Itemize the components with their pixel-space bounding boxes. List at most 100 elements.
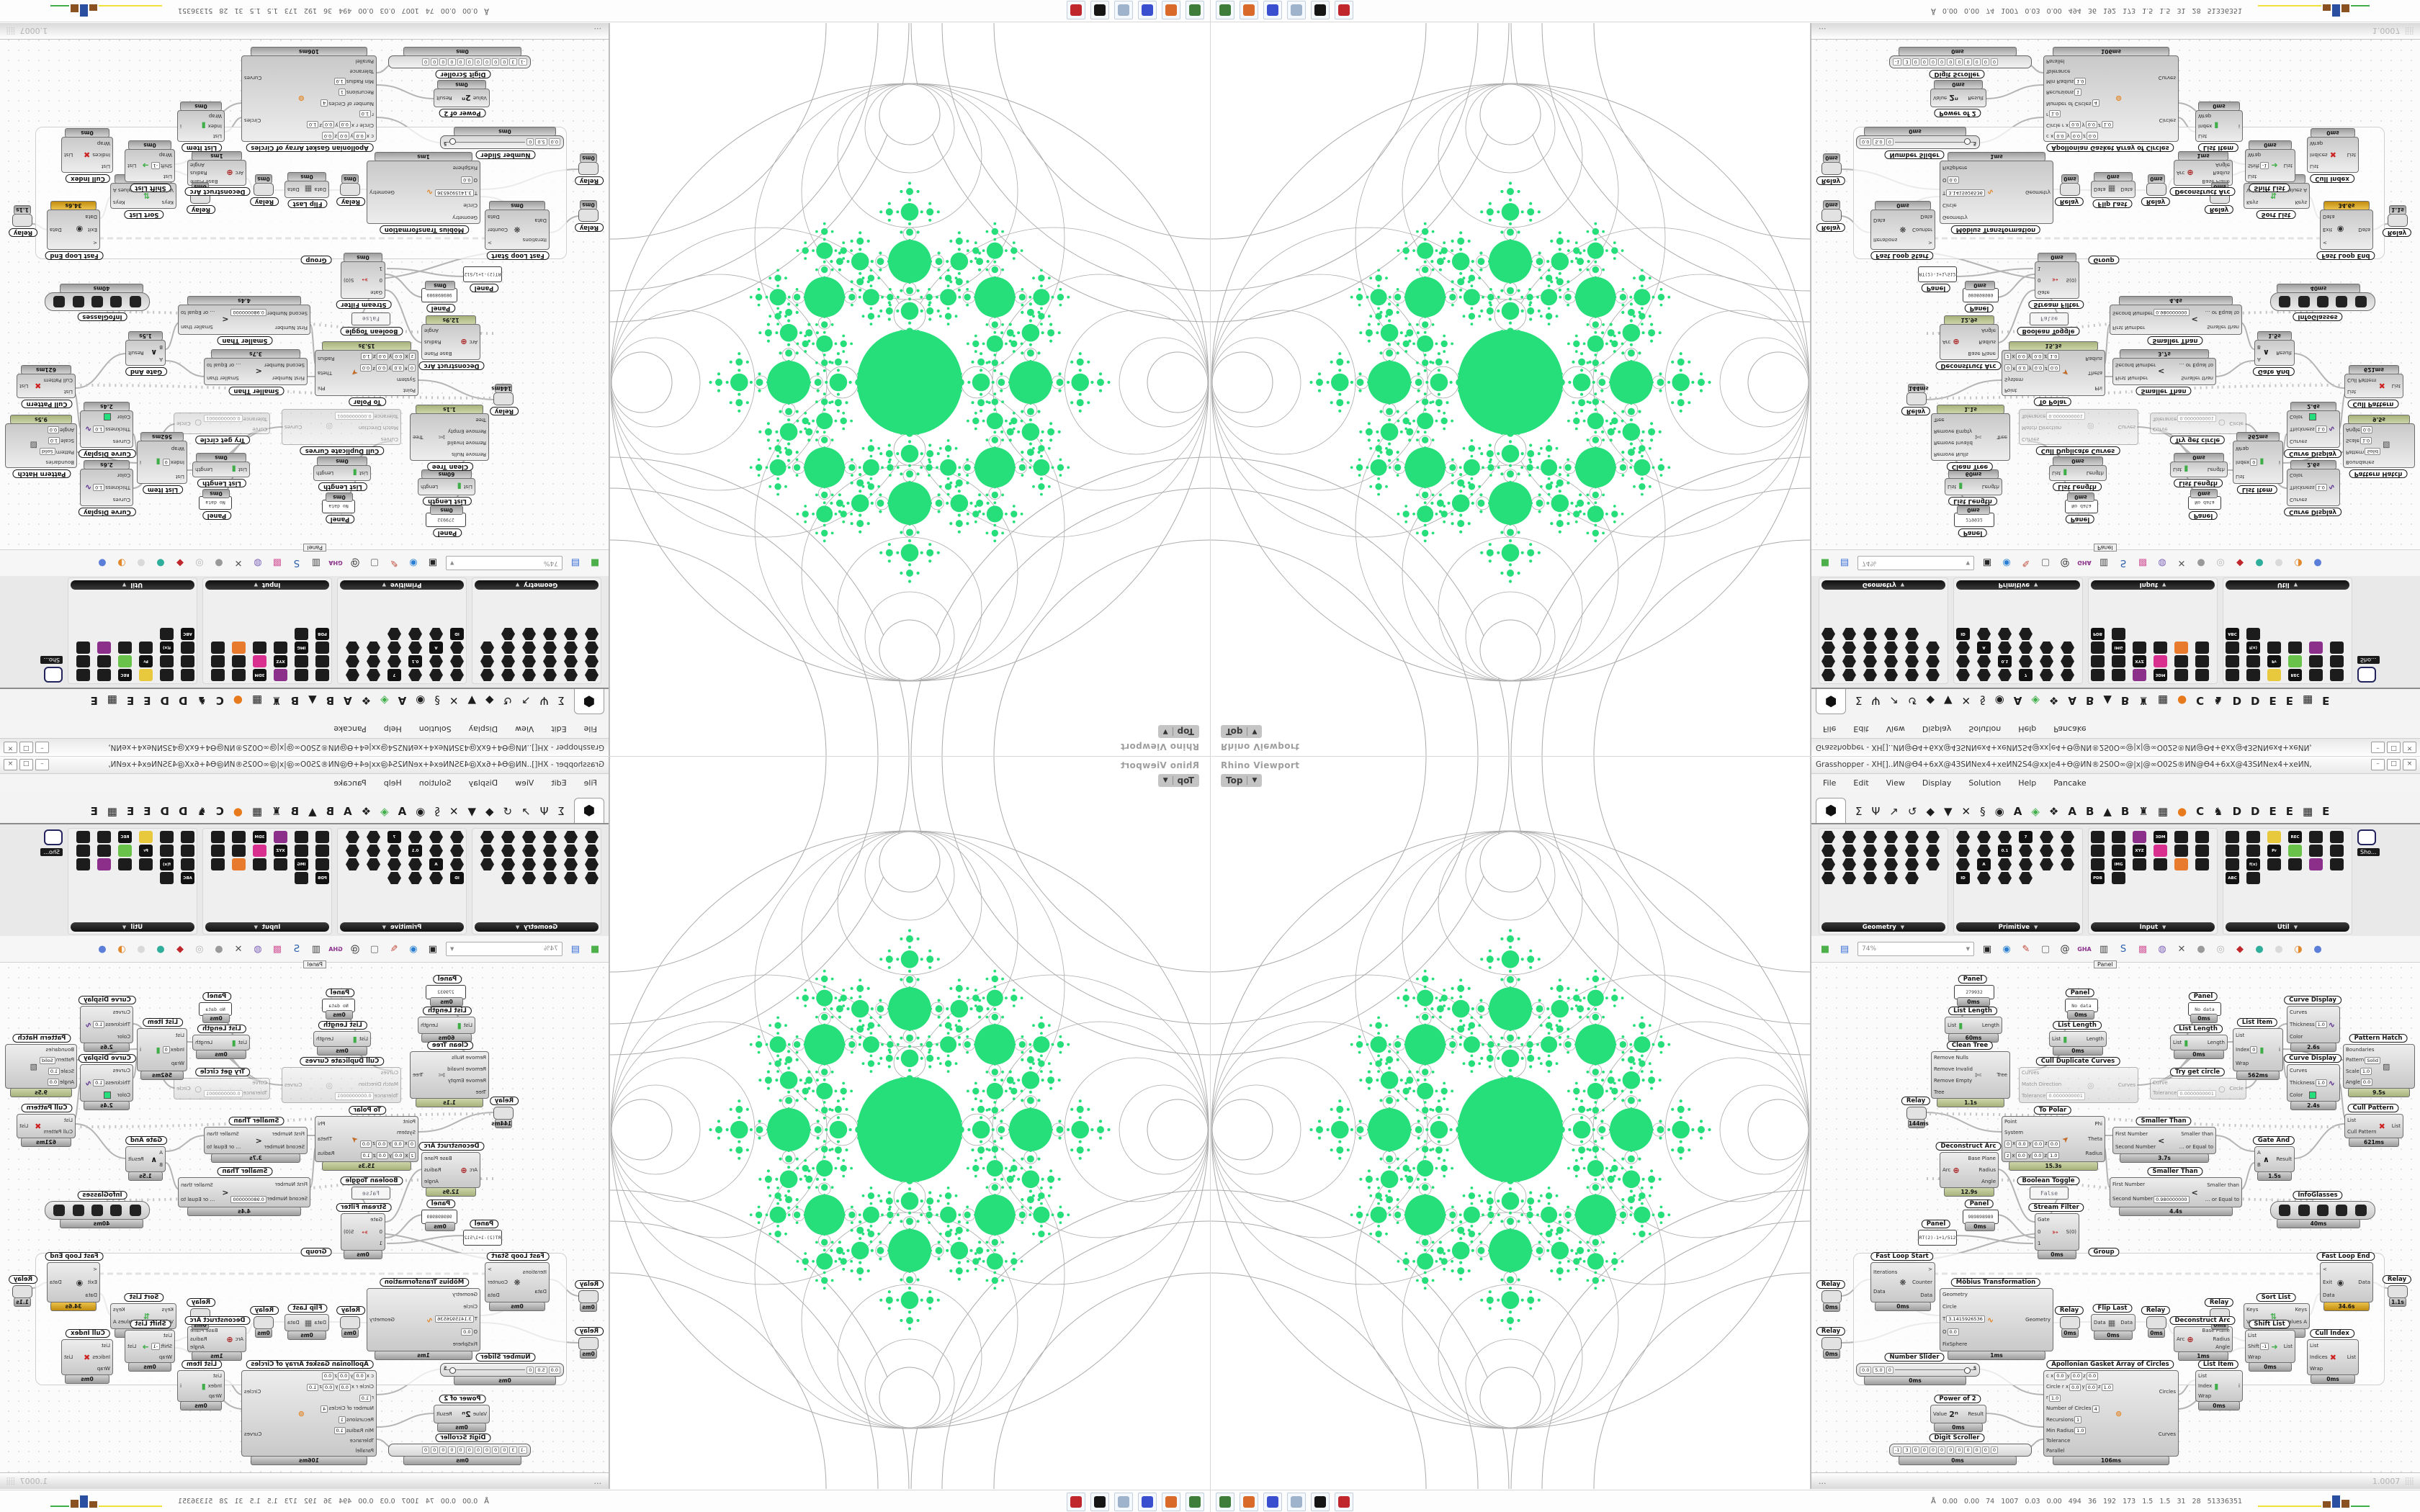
palette-component-icon[interactable]	[1998, 831, 2012, 843]
node-cull-pattern-label[interactable]: Cull Pattern	[2347, 400, 2399, 408]
palette-component-icon[interactable]	[1956, 655, 1970, 667]
value-box[interactable]: 0.0	[2032, 1140, 2045, 1148]
palette-component-icon[interactable]	[2288, 642, 2302, 654]
tab-category-4[interactable]: ◆	[485, 805, 494, 818]
palette-component-icon[interactable]	[2133, 669, 2146, 681]
tab-plugin-4[interactable]: B	[326, 805, 335, 818]
palette-chip-icon[interactable]: Pr	[139, 845, 153, 857]
tab-plugin-6[interactable]: B	[2120, 694, 2130, 707]
wireframe-icon[interactable]: ◎	[2216, 943, 2225, 955]
door-icon[interactable]: ▢	[2040, 557, 2051, 569]
node-panel-label[interactable]: Panel	[426, 1200, 456, 1208]
node-sort-list-label[interactable]: Sort List	[2256, 210, 2296, 219]
palette-component-icon[interactable]	[1863, 831, 1877, 843]
node-number-slider[interactable]: 0.0 5.0 0 5	[1856, 1363, 1980, 1377]
node-boolean-toggle[interactable]: False	[2030, 312, 2069, 325]
node-shift-list-label[interactable]: Shift List	[130, 1320, 171, 1328]
tab-plugin-11[interactable]: ♞	[2213, 694, 2223, 707]
calculator-taskbar-icon[interactable]	[1287, 1, 1306, 20]
node-panel-label[interactable]: Panel	[325, 989, 355, 997]
node-panel-label[interactable]: Panel	[202, 992, 232, 1001]
tab-params-active[interactable]: ⬢	[574, 798, 604, 823]
node-apollonian-gasket-array-of-circles[interactable]: c x 0.0 y 0.0 z 0.0 Circle r x 0.0 y 0.0 z 1.0 r 1.0 N…	[241, 1370, 377, 1457]
slider-track[interactable]: 5	[444, 1366, 526, 1374]
node-m-bius-transformation[interactable]: Geometry Circle T 3.1415926536 O 0.0 FixSphere…	[1940, 1288, 2053, 1351]
record-taskbar-icon[interactable]	[1335, 1492, 1353, 1511]
palette-component-icon[interactable]	[564, 845, 578, 857]
tab-category-8[interactable]: ◉	[1994, 805, 2004, 818]
value-box[interactable]: z	[408, 1151, 416, 1159]
value-box[interactable]: 0	[2004, 1140, 2012, 1148]
tab-category-0[interactable]: Σ	[1855, 805, 1863, 818]
palette-component-icon[interactable]	[232, 845, 246, 857]
slider-knob[interactable]	[449, 1367, 456, 1374]
node-number-slider[interactable]: 0.0 5.0 0 5	[440, 1363, 564, 1377]
node-deconstruct-arc-label[interactable]: Deconstruct Arc	[1935, 361, 2002, 370]
node-relay-label[interactable]: Relay	[1816, 176, 1846, 185]
value-box[interactable]: 1.0	[2048, 110, 2061, 118]
minimize-button[interactable]: –	[2371, 759, 2385, 770]
palette-component-icon[interactable]	[1926, 669, 1940, 681]
palette-component-icon[interactable]	[211, 831, 225, 843]
value-box[interactable]: 0.0	[393, 1151, 405, 1159]
node-relay[interactable]	[2146, 1316, 2166, 1329]
tab-plugin-7[interactable]: ♜	[272, 805, 282, 818]
palette-component-icon[interactable]	[2061, 655, 2074, 667]
palette-component-icon[interactable]	[2019, 655, 2033, 667]
palette-component-icon[interactable]	[564, 831, 578, 843]
footer-ellipsis[interactable]: ...	[1819, 26, 1827, 36]
menu-item-view[interactable]: View	[1886, 778, 1905, 788]
slider-knob[interactable]	[1964, 1367, 1971, 1374]
tab-plugin-10[interactable]: C	[215, 805, 224, 818]
tab-plugin-14[interactable]: E	[2269, 805, 2277, 818]
tab-plugin-15[interactable]: E	[127, 805, 135, 818]
orange-pin-icon[interactable]: ◑	[2294, 943, 2303, 955]
palette-component-icon[interactable]	[2195, 845, 2209, 857]
node-panel-label[interactable]: Panel	[2065, 989, 2095, 997]
palette-component-icon[interactable]	[97, 831, 111, 843]
palette-component-icon[interactable]	[2174, 831, 2188, 843]
node-to-polar-label[interactable]: To Polar	[348, 1106, 387, 1115]
palette-chip-icon[interactable]: REC	[118, 831, 132, 843]
palette-component-icon[interactable]	[543, 845, 557, 857]
value-box[interactable]: Solid	[39, 1056, 55, 1064]
node-gate-and-label[interactable]: Gate And	[2252, 367, 2295, 376]
tab-plugin-12[interactable]: D	[2232, 694, 2242, 707]
palette-component-icon[interactable]	[2246, 628, 2260, 640]
calculator-taskbar-icon[interactable]	[1287, 1492, 1306, 1511]
node-power-of-2[interactable]: Value 2ⁿ Result	[1930, 89, 1986, 107]
tab-plugin-17[interactable]: E	[90, 805, 98, 818]
node-cull-duplicate-curves-label[interactable]: Cull Duplicate Curves	[300, 1057, 385, 1066]
palette-component-icon[interactable]	[1884, 669, 1898, 681]
node-list-item-label[interactable]: List Item	[181, 1360, 223, 1369]
node-relay[interactable]	[578, 1337, 599, 1350]
color-swatch[interactable]	[2309, 413, 2316, 420]
node-power-of-2[interactable]: Value 2ⁿ Result	[1930, 1405, 1986, 1423]
palette-component-icon[interactable]	[181, 845, 194, 857]
palette-component-icon[interactable]	[1842, 831, 1856, 843]
node-list-length[interactable]: List ▮ Length	[2049, 1031, 2107, 1047]
node-shift-list[interactable]: List Shift -1 Wrap ➜ List	[2245, 149, 2295, 182]
node-digit-scroller[interactable]: -1 3 0 0 0 0 0 0 0 0 0 0	[1889, 55, 2032, 68]
palette-component-icon[interactable]	[1977, 669, 1991, 681]
scroller-digit[interactable]: 3	[1903, 58, 1911, 66]
infoglasses-mini-icon[interactable]	[2298, 1205, 2310, 1216]
window-flag-icon[interactable]: ▥	[311, 943, 321, 955]
gha-assembly-icon[interactable]: GHA	[2077, 945, 2092, 953]
node-smaller-than[interactable]: First Number Second Number 0.980000000 < Sma…	[2110, 305, 2242, 335]
bulb-icon[interactable]: ◍	[254, 943, 262, 955]
tab-plugin-1[interactable]: ◈	[380, 805, 389, 818]
node-stream-filter-label[interactable]: Stream Filter	[2028, 1203, 2084, 1212]
value-box[interactable]: 0.0	[2015, 1151, 2027, 1159]
node-curve-display[interactable]: Curves Thickness 1.0 Color ∿	[2287, 410, 2340, 448]
palette-component-icon[interactable]	[2112, 872, 2125, 884]
palette-group-label-input[interactable]: Input ▼	[2091, 922, 2215, 932]
palette-component-icon[interactable]	[160, 831, 174, 843]
tab-plugin-4[interactable]: B	[2085, 805, 2094, 818]
palette-chip-icon[interactable]: A	[429, 858, 443, 870]
palette-component-icon[interactable]	[543, 858, 557, 870]
scroller-digit[interactable]: 0	[465, 1446, 473, 1454]
scroller-digit[interactable]: -1	[1893, 1446, 1902, 1454]
node-relay[interactable]	[2388, 214, 2408, 227]
node-relay[interactable]	[2060, 1316, 2080, 1329]
